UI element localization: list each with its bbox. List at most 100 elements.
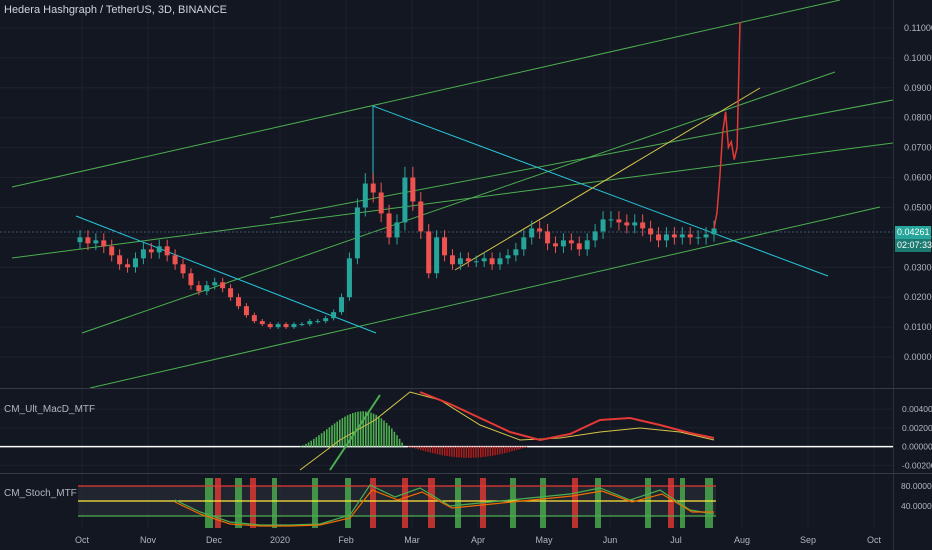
candle-body <box>553 243 558 247</box>
histogram-bar <box>372 413 375 447</box>
candle-body <box>442 237 448 256</box>
macd-tick-label: 0.00400 <box>902 404 932 414</box>
grid-lines <box>0 0 893 528</box>
candle-body <box>275 324 281 328</box>
time-tick-label: Jul <box>670 535 682 545</box>
candle-body <box>243 306 249 316</box>
histogram-bar <box>352 413 354 447</box>
candle-body <box>473 261 479 263</box>
histogram-bar <box>460 446 463 458</box>
candle-body <box>362 183 368 208</box>
histogram-bar <box>489 446 491 457</box>
candle-body <box>513 249 519 256</box>
macd-tick-label: 0.00000 <box>902 442 932 452</box>
histogram-bar <box>305 443 307 447</box>
histogram-bar <box>465 446 467 458</box>
histogram-bar <box>375 414 377 447</box>
candle-body <box>204 285 210 292</box>
histogram-bar <box>420 446 422 451</box>
candle-body <box>331 312 337 319</box>
macd-label[interactable]: CM_Ult_MacD_MTF <box>4 404 96 415</box>
channel-line <box>269 99 894 219</box>
candle-body <box>481 258 487 262</box>
histogram-bar <box>336 421 338 447</box>
stoch-signal-bar <box>668 478 674 528</box>
histogram-bar <box>333 423 336 447</box>
time-tick-label: Oct <box>867 535 882 545</box>
histogram-bar <box>429 446 431 453</box>
macd-pane[interactable] <box>0 391 893 471</box>
candle-body <box>632 222 638 226</box>
candle-body <box>449 255 455 265</box>
histogram-bar <box>359 411 362 447</box>
histogram-bar <box>310 440 312 447</box>
candle-body <box>212 282 218 286</box>
candle-body <box>283 324 289 328</box>
candle-body <box>156 246 162 253</box>
price-pane[interactable] <box>0 0 894 389</box>
histogram-bar <box>341 418 344 447</box>
candle-body <box>624 222 630 226</box>
histogram-bar <box>362 411 364 447</box>
candle-body <box>671 234 677 238</box>
histogram-bar <box>468 446 470 458</box>
histogram-bar <box>451 446 453 457</box>
pane-separator[interactable] <box>0 473 932 474</box>
time-axis[interactable]: Oct Nov Dec 2020 Feb Mar Apr May Jun Jul Aug Sep Oct <box>75 535 882 545</box>
candle-body <box>132 258 138 268</box>
histogram-bar <box>365 411 367 447</box>
histogram-bar <box>349 414 351 447</box>
histogram-bar <box>513 446 515 451</box>
time-tick-label: Apr <box>471 535 485 545</box>
stoch-label[interactable]: CM_Stoch_MTF <box>4 488 77 499</box>
candle-body <box>426 231 432 274</box>
candle-body <box>648 228 654 235</box>
histogram-bar <box>516 446 518 451</box>
histogram-bar <box>326 429 328 447</box>
candle-body <box>117 255 123 265</box>
price-tick-label: 0.00000 <box>904 352 932 362</box>
stoch-signal-bar <box>272 478 277 528</box>
histogram-bar <box>518 446 520 450</box>
candle-body <box>402 177 408 223</box>
histogram-bar <box>398 438 401 447</box>
stoch-signal-bar <box>215 478 221 528</box>
histogram-bar <box>346 415 349 447</box>
histogram-bar <box>523 446 525 448</box>
candle-body <box>85 237 91 244</box>
histogram-bar <box>380 418 383 447</box>
histogram-bar <box>492 446 494 456</box>
candle-body <box>299 324 305 326</box>
histogram-bar <box>320 433 323 447</box>
forecast-line <box>713 21 741 229</box>
candle-body <box>505 255 511 259</box>
candle-body <box>251 315 257 322</box>
histogram-bar <box>354 412 357 447</box>
histogram-bar <box>439 446 441 455</box>
histogram-bar <box>415 446 417 449</box>
histogram-bar <box>385 422 388 447</box>
last-price-tag: 0.04261 <box>895 226 931 239</box>
channel-line <box>11 0 841 188</box>
candle-body <box>465 258 471 262</box>
pane-separator[interactable] <box>0 388 932 389</box>
time-tick-label: Sep <box>800 535 816 545</box>
candle-body <box>560 240 566 247</box>
candle-body <box>77 237 83 243</box>
histogram-bar <box>315 437 318 447</box>
trendline <box>372 105 829 277</box>
histogram-bar <box>496 446 499 455</box>
stoch-signal-bar <box>428 478 435 528</box>
histogram-bar <box>453 446 455 458</box>
histogram-bar <box>408 446 410 448</box>
candle-body <box>663 234 669 241</box>
candle-body <box>228 288 234 298</box>
histogram-bar <box>504 446 506 454</box>
stoch-signal-bar <box>402 478 408 528</box>
histogram-bar <box>520 446 523 449</box>
candle-body <box>378 192 384 214</box>
stoch-pane[interactable] <box>78 478 716 528</box>
